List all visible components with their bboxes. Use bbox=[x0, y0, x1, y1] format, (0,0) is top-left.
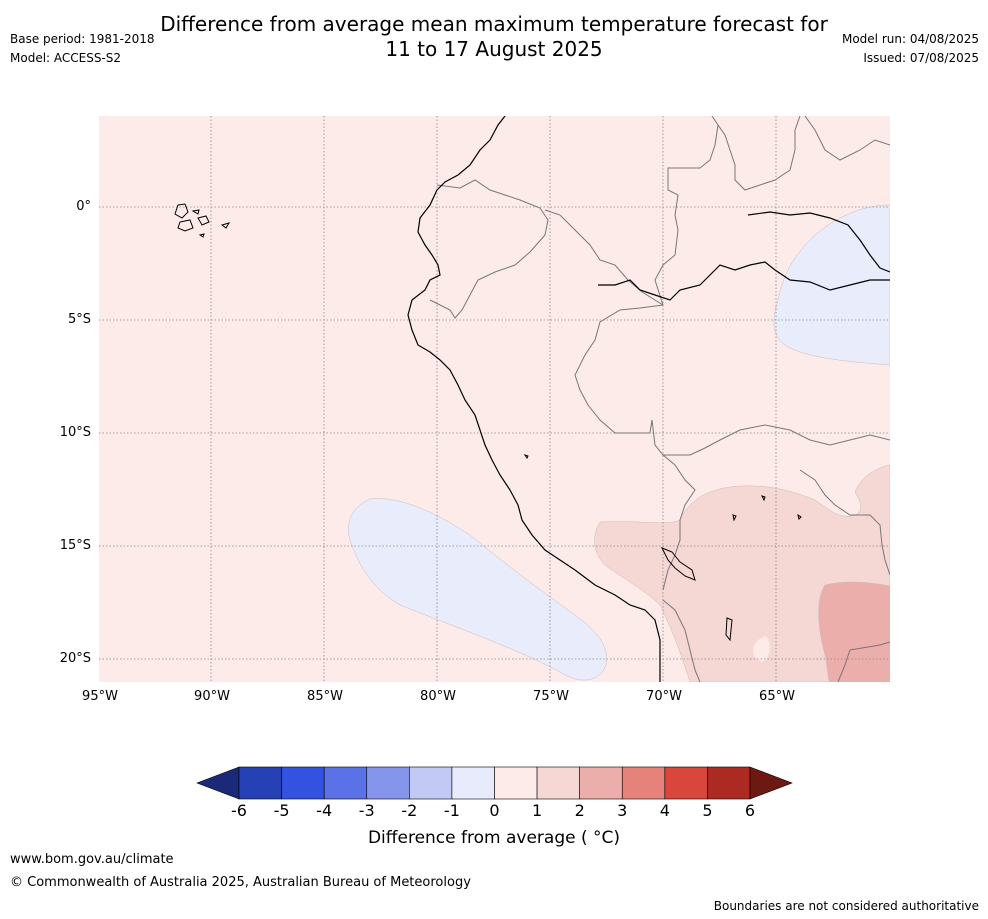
issued-date: Issued: 07/08/2025 bbox=[863, 51, 979, 65]
colorbar-segment bbox=[323, 766, 368, 800]
title-line-1: Difference from average mean maximum tem… bbox=[160, 12, 828, 36]
colorbar-tick-label: 3 bbox=[617, 801, 628, 820]
colorbar-tick-label: -6 bbox=[231, 801, 247, 820]
colorbar-tick-label: 6 bbox=[744, 801, 756, 820]
small-lake bbox=[797, 513, 802, 520]
colorbar-segment bbox=[536, 766, 580, 800]
colorbar-tick-label: -3 bbox=[358, 801, 375, 820]
coastline bbox=[407, 116, 890, 682]
colorbar-segment bbox=[621, 766, 666, 800]
colorbar-tick-label: -1 bbox=[443, 801, 460, 820]
colorbar bbox=[196, 766, 793, 800]
border-guyana bbox=[804, 116, 890, 161]
lon-label-90w: 90°W bbox=[194, 689, 230, 704]
lake-titicaca bbox=[660, 547, 696, 581]
galapagos-island bbox=[197, 215, 210, 226]
lat-label-10s: 10°S bbox=[59, 425, 91, 440]
lon-label-85w: 85°W bbox=[307, 689, 343, 704]
border-paraguay bbox=[837, 649, 851, 682]
colorbar-tick-label: 1 bbox=[531, 801, 543, 820]
border-colombia-peru bbox=[544, 209, 664, 306]
lat-label-20s: 20°S bbox=[59, 651, 91, 666]
colorbar-tick-label: 2 bbox=[574, 801, 585, 820]
coastline-amazon-river bbox=[598, 261, 890, 301]
border-chile-argentina bbox=[662, 599, 701, 682]
border-colombia-ecuador bbox=[429, 179, 549, 319]
colorbar-segment bbox=[451, 766, 495, 800]
colorbar-tick-label: -5 bbox=[273, 801, 290, 820]
model-run: Model run: 04/08/2025 bbox=[841, 32, 979, 46]
lon-label-80w: 80°W bbox=[420, 689, 456, 704]
copyright-text: © Commonwealth of Australia 2025, Austra… bbox=[10, 875, 471, 890]
lon-label-65w: 65°W bbox=[759, 689, 795, 704]
country-borders bbox=[429, 116, 890, 682]
positive-1-2-anomaly-area bbox=[594, 464, 890, 682]
galapagos-island bbox=[198, 233, 205, 238]
title-line-2: 11 to 17 August 2025 bbox=[385, 37, 603, 61]
colorbar-segment bbox=[409, 766, 453, 800]
colorbar-segment bbox=[579, 766, 623, 800]
graticule bbox=[99, 116, 890, 682]
small-island bbox=[523, 454, 529, 459]
colorbar-segment bbox=[366, 766, 410, 800]
negative-anomaly-area-ocean bbox=[348, 498, 607, 681]
border-peru-bolivia bbox=[662, 454, 696, 591]
galapagos-island bbox=[174, 203, 189, 219]
map-title: Difference from average mean maximum tem… bbox=[0, 12, 988, 62]
colorbar-tick-label: -4 bbox=[316, 801, 333, 820]
anomaly-hole bbox=[753, 636, 770, 662]
border-brazil-north bbox=[717, 116, 801, 191]
salt-flat bbox=[725, 617, 733, 642]
lon-label-70w: 70°W bbox=[646, 689, 682, 704]
colorbar-extend-high bbox=[749, 766, 793, 800]
positive-2-3-anomaly-area bbox=[818, 581, 890, 682]
coastline-amazon-mouth bbox=[747, 211, 890, 273]
colorbar-segment bbox=[707, 766, 751, 800]
colorbar-tick-label: 0 bbox=[489, 801, 500, 820]
colorbar-tick-label: 5 bbox=[702, 801, 713, 820]
lat-label-15s: 15°S bbox=[59, 538, 91, 553]
border-bolivia-brazil bbox=[799, 469, 890, 576]
colorbar-tick-label: -2 bbox=[401, 801, 418, 820]
border-bolivia-paraguay bbox=[849, 641, 890, 651]
lat-label-5s: 5°S bbox=[67, 312, 91, 327]
colorbar-segment bbox=[664, 766, 708, 800]
colorbar-segment bbox=[494, 766, 538, 800]
border-peru-brazil bbox=[574, 304, 890, 456]
colorbar-segment bbox=[281, 766, 325, 800]
galapagos-island bbox=[177, 219, 194, 232]
galapagos-island bbox=[220, 222, 231, 229]
colorbar-segment bbox=[238, 766, 282, 800]
colorbar-extend-low bbox=[196, 766, 240, 800]
border-colombia-venezuela bbox=[654, 116, 719, 306]
negative-anomaly-area-amazon bbox=[773, 204, 890, 366]
colorbar-label: Difference from average ( °C) bbox=[367, 828, 621, 848]
model-name: Model: ACCESS-S2 bbox=[10, 51, 122, 65]
colorbar-tick-label: 4 bbox=[659, 801, 670, 820]
boundaries-disclaimer: Boundaries are not considered authoritat… bbox=[713, 899, 979, 913]
website-link[interactable]: www.bom.gov.au/climate bbox=[10, 852, 174, 867]
lat-label-0: 0° bbox=[76, 199, 91, 214]
galapagos-island bbox=[191, 209, 200, 215]
small-lake bbox=[761, 495, 766, 502]
small-lake bbox=[732, 514, 737, 522]
islands bbox=[174, 203, 802, 642]
lon-label-75w: 75°W bbox=[533, 689, 569, 704]
coastline-pacific bbox=[407, 116, 661, 682]
base-period: Base period: 1981-2018 bbox=[10, 32, 155, 46]
lon-label-95w: 95°W bbox=[82, 689, 118, 704]
